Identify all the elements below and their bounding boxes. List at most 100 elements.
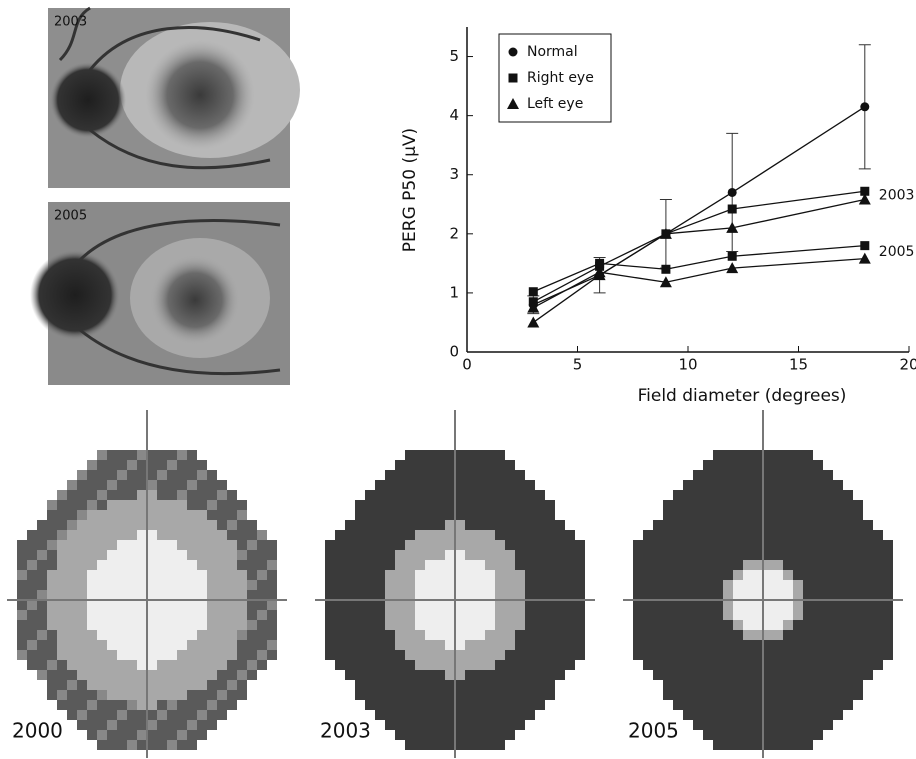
field-cell	[505, 500, 515, 510]
field-cell	[127, 690, 137, 700]
field-cell	[673, 490, 683, 500]
field-cell	[455, 680, 465, 690]
field-cell	[415, 470, 425, 480]
field-cell	[833, 670, 843, 680]
field-cell	[137, 700, 147, 710]
field-cell	[545, 630, 555, 640]
field-cell	[207, 700, 217, 710]
field-cell	[703, 560, 713, 570]
field-cell	[683, 620, 693, 630]
field-cell	[157, 730, 167, 740]
field-cell	[555, 590, 565, 600]
field-cell	[565, 600, 575, 610]
field-cell	[217, 620, 227, 630]
field-cell	[395, 630, 405, 640]
field-cell	[763, 550, 773, 560]
field-cell	[177, 570, 187, 580]
field-cell	[247, 540, 257, 550]
field-cell	[853, 590, 863, 600]
field-cell	[237, 640, 247, 650]
field-cell	[525, 680, 535, 690]
field-cell	[703, 460, 713, 470]
field-cell	[445, 550, 455, 560]
field-cell	[873, 600, 883, 610]
field-cell	[753, 590, 763, 600]
field-cell	[167, 540, 177, 550]
field-cell	[803, 560, 813, 570]
field-cell	[663, 540, 673, 550]
field-cell	[823, 610, 833, 620]
field-cell	[167, 740, 177, 750]
field-cell	[107, 670, 117, 680]
field-cell	[415, 460, 425, 470]
field-cell	[325, 540, 335, 550]
field-cell	[177, 710, 187, 720]
field-cell	[385, 540, 395, 550]
field-cell	[813, 700, 823, 710]
field-cell	[575, 650, 585, 660]
field-cell	[723, 710, 733, 720]
field-cell	[843, 600, 853, 610]
field-cell	[445, 510, 455, 520]
field-cell	[693, 560, 703, 570]
field-cell	[147, 740, 157, 750]
field-cell	[535, 610, 545, 620]
field-cell	[117, 600, 127, 610]
field-cell	[177, 680, 187, 690]
field-cell	[127, 600, 137, 610]
field-cell	[743, 710, 753, 720]
field-cell	[37, 670, 47, 680]
field-cell	[117, 670, 127, 680]
field-cell	[157, 710, 167, 720]
field-cell	[663, 500, 673, 510]
field-cell	[365, 570, 375, 580]
field-cell	[97, 560, 107, 570]
field-cell	[137, 680, 147, 690]
field-cell	[733, 700, 743, 710]
field-cell	[793, 560, 803, 570]
field-cell	[425, 610, 435, 620]
field-cell	[375, 550, 385, 560]
field-cell	[773, 490, 783, 500]
field-cell	[843, 690, 853, 700]
field-cell	[633, 600, 643, 610]
field-cell	[157, 570, 167, 580]
field-cell	[465, 450, 475, 460]
field-cell	[823, 550, 833, 560]
field-cell	[703, 640, 713, 650]
field-cell	[843, 610, 853, 620]
field-cell	[673, 500, 683, 510]
field-cell	[147, 580, 157, 590]
field-cell	[167, 610, 177, 620]
field-cell	[47, 580, 57, 590]
field-cell	[525, 700, 535, 710]
field-cell	[197, 590, 207, 600]
field-cell	[555, 600, 565, 610]
field-cell	[127, 450, 137, 460]
field-cell	[833, 570, 843, 580]
field-cell	[157, 580, 167, 590]
field-cell	[505, 710, 515, 720]
field-cell	[365, 630, 375, 640]
field-cell	[763, 460, 773, 470]
field-cell	[823, 570, 833, 580]
field-cell	[435, 510, 445, 520]
field-cell	[57, 680, 67, 690]
field-cell	[257, 550, 267, 560]
field-cell	[693, 590, 703, 600]
field-cell	[107, 690, 117, 700]
y-tick-label: 3	[449, 165, 459, 183]
field-cell	[803, 690, 813, 700]
field-cell	[37, 590, 47, 600]
field-cell	[733, 510, 743, 520]
field-cell	[147, 540, 157, 550]
field-cell	[147, 590, 157, 600]
field-cell	[833, 590, 843, 600]
field-cell	[117, 610, 127, 620]
field-cell	[743, 490, 753, 500]
field-cell	[335, 640, 345, 650]
field-cell	[793, 740, 803, 750]
field-cell	[237, 690, 247, 700]
field-cell	[525, 630, 535, 640]
field-cell	[843, 540, 853, 550]
